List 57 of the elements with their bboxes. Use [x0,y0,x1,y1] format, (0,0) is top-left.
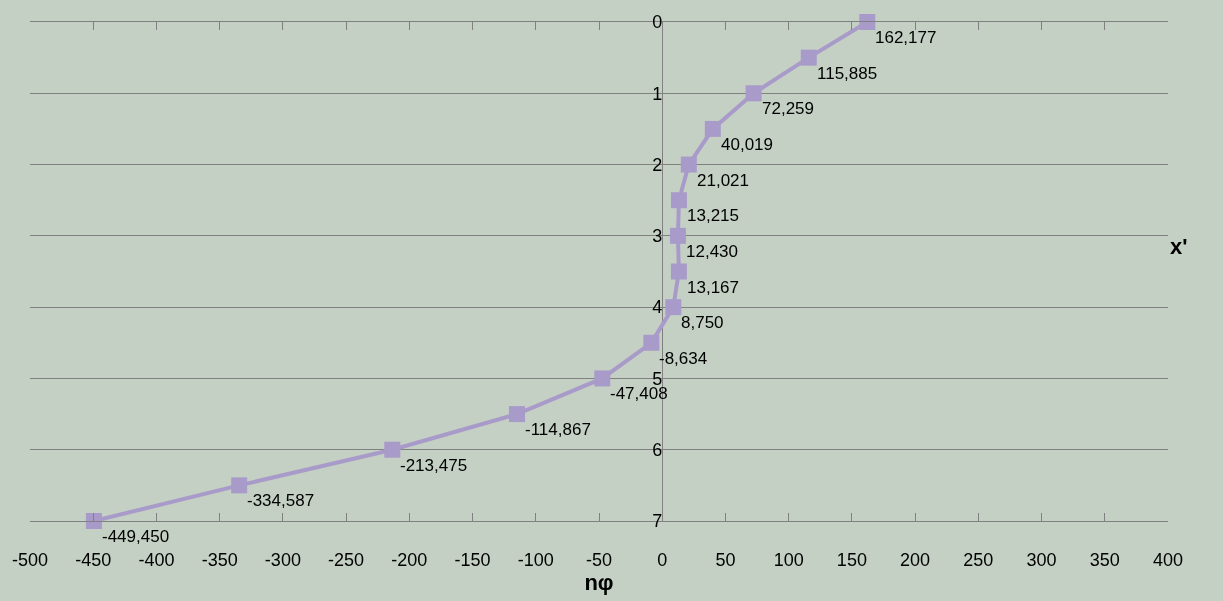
x-tick-label: -350 [201,549,238,570]
x-tick-label: 400 [1152,549,1184,570]
annotation: -334,587 [247,491,315,510]
point [859,14,876,30]
point [745,85,762,102]
annotation: 12,430 [686,242,738,261]
annotation: 8,750 [681,313,724,332]
x-tick-label: 350 [1089,549,1120,570]
x-tick-label: -100 [517,549,554,570]
x-tick-label: 300 [1026,549,1057,570]
y-tick-label: 2 [652,154,663,175]
x-tick-label: -150 [454,549,491,570]
point [665,299,682,316]
y-tick-label: 0 [652,12,663,33]
annotation: 72,259 [762,99,814,118]
point [594,370,611,387]
annotation: 21,021 [697,171,749,190]
x-tick-label: -250 [328,549,365,570]
point [85,513,102,529]
y-tick-label: 4 [652,297,663,318]
annotation: -449,450 [102,527,170,546]
y-axis-title: x' [1170,234,1188,259]
x-tick-label: -300 [264,549,301,570]
y-tick-label: 1 [652,83,663,104]
x-tick-label: -50 [585,549,613,570]
annotation: -47,408 [610,384,668,403]
x-tick-label: 50 [715,549,736,570]
point [670,192,687,209]
annotation: 40,019 [721,135,773,154]
annotation: -114,867 [525,420,591,439]
x-tick-label: 150 [836,549,867,570]
point [800,49,817,66]
point [508,406,525,423]
point [669,227,686,244]
point [231,477,248,494]
annotation: -8,634 [659,349,708,368]
x-tick-label: -200 [391,549,428,570]
y-tick-label: 7 [652,511,663,532]
x-tick-label: 100 [773,549,804,570]
x-tick-label: -450 [75,549,112,570]
annotation: 13,215 [687,206,739,225]
point [704,120,721,137]
x-axis-title: nφ [584,569,614,595]
annotation: 115,885 [817,64,878,83]
point [670,263,687,280]
annotation: -213,475 [400,456,468,475]
point [643,334,660,351]
annotation: 13,167 [687,278,739,297]
x-tick-label: 200 [900,549,931,570]
x-tick-label: 250 [963,549,994,570]
annotation: 162,177 [875,28,937,47]
y-tick-label: 3 [652,226,663,247]
point [680,156,697,173]
x-tick-label: -500 [11,549,49,570]
y-tick-label: 6 [652,440,663,461]
point [384,441,401,458]
x-tick-label: -400 [138,549,175,570]
